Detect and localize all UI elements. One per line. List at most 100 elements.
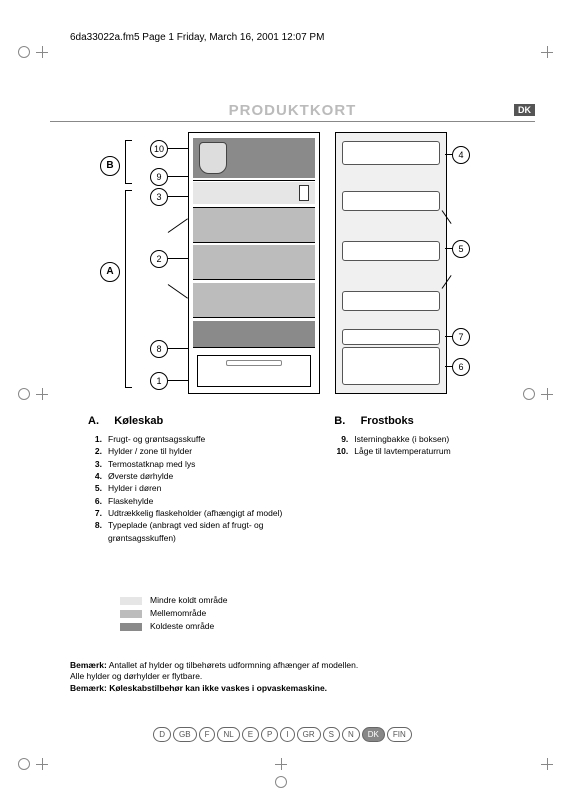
item-num: 4. <box>88 470 102 482</box>
note-line-3: Bemærk: Køleskabstilbehør kan ikke vaske… <box>70 683 510 694</box>
callout-5: 5 <box>452 240 470 258</box>
item-text: Isterningbakke (i boksen) <box>354 433 510 445</box>
item-num: 3. <box>88 458 102 470</box>
title-underline <box>50 121 535 122</box>
lang-btn-fin[interactable]: FIN <box>387 727 412 742</box>
section-a-letter: A. <box>88 415 99 427</box>
door-shelf-3 <box>342 241 440 261</box>
door-shelf-top <box>342 141 440 165</box>
lead-1 <box>168 380 188 381</box>
language-row: DGBFNLEPIGRSNDKFIN <box>0 727 565 742</box>
door-shelf-2 <box>342 191 440 211</box>
swatch-icon <box>120 623 142 631</box>
list-item: 8.Typeplade (anbragt ved siden af frugt-… <box>88 519 294 544</box>
lang-btn-gr[interactable]: GR <box>297 727 321 742</box>
bracket-a <box>125 190 126 388</box>
drawer-handle-icon <box>226 360 282 366</box>
region-b-label: B <box>100 156 120 176</box>
item-text: Hylder / zone til hylder <box>108 445 294 457</box>
lang-btn-s[interactable]: S <box>323 727 340 742</box>
temp-legend-row: Koldeste område <box>120 621 227 631</box>
item-text: Udtrækkelig flaskeholder (afhængigt af m… <box>108 507 294 519</box>
cropmark-mr <box>541 388 553 400</box>
list-item: 1.Frugt- og grøntsagsskuffe <box>88 433 294 445</box>
lang-btn-p[interactable]: P <box>261 727 278 742</box>
swatch-label: Mindre koldt område <box>150 595 227 605</box>
section-b-letter: B. <box>334 415 345 427</box>
list-item: 5.Hylder i døren <box>88 482 294 494</box>
item-num: 1. <box>88 433 102 445</box>
cropmark-tl <box>36 46 48 58</box>
cropmark-br <box>541 758 553 770</box>
section-a-head: A. Køleskab <box>88 415 294 427</box>
lang-btn-i[interactable]: I <box>280 727 294 742</box>
callout-4: 4 <box>452 146 470 164</box>
cropmark-bl-ring <box>18 758 30 770</box>
item-text: Låge til lavtemperaturrum <box>354 445 510 457</box>
lead-8 <box>168 348 188 349</box>
lead-9 <box>168 176 188 177</box>
fridge-body <box>188 132 320 394</box>
lang-btn-f[interactable]: F <box>199 727 216 742</box>
list-b: 9. Isterningbakke (i boksen)10.Låge til l… <box>334 433 510 458</box>
note-1-text: Antallet af hylder og tilbehørets udform… <box>107 660 358 670</box>
shelf-1 <box>193 207 315 243</box>
list-a: 1.Frugt- og grøntsagsskuffe2.Hylder / zo… <box>88 433 294 544</box>
swatch-label: Mellemområde <box>150 608 206 618</box>
fridge-door <box>335 132 447 394</box>
cropmark-mr-ring <box>523 388 535 400</box>
note-line-1: Bemærk: Antallet af hylder og tilbehøret… <box>70 660 510 671</box>
item-num: 8. <box>88 519 102 544</box>
callout-9: 9 <box>150 168 168 186</box>
lead-7 <box>445 336 453 337</box>
cropmark-tr <box>541 46 553 58</box>
callout-6: 6 <box>452 358 470 376</box>
swatch-label: Koldeste område <box>150 621 214 631</box>
item-num: 6. <box>88 495 102 507</box>
lang-btn-nl[interactable]: NL <box>217 727 239 742</box>
lead-2b <box>168 258 188 259</box>
section-a-title: Køleskab <box>114 415 163 427</box>
item-text: Hylder i døren <box>108 482 294 494</box>
lead-4 <box>445 154 453 155</box>
item-num: 9. <box>334 433 348 445</box>
callout-10: 10 <box>150 140 168 158</box>
section-b-head: B. Frostboks <box>334 415 510 427</box>
lang-btn-e[interactable]: E <box>242 727 259 742</box>
lang-btn-gb[interactable]: GB <box>173 727 197 742</box>
lead-2c <box>168 284 188 299</box>
cropmark-bc-ring <box>275 776 287 788</box>
lead-3 <box>168 196 188 197</box>
item-text: Flaskehylde <box>108 495 294 507</box>
list-item: 10.Låge til lavtemperaturrum <box>334 445 510 457</box>
cropmark-bc <box>275 758 287 770</box>
callout-7: 7 <box>452 328 470 346</box>
lead-6 <box>445 366 453 367</box>
lang-btn-n[interactable]: N <box>342 727 360 742</box>
section-b: B. Frostboks 9. Isterningbakke (i boksen)… <box>334 415 510 544</box>
thermostat-zone <box>193 182 315 204</box>
cropmark-bl <box>36 758 48 770</box>
lang-btn-dk[interactable]: DK <box>362 727 385 742</box>
swatch-icon <box>120 597 142 605</box>
item-num: 7. <box>88 507 102 519</box>
notes-block: Bemærk: Antallet af hylder og tilbehøret… <box>70 660 510 694</box>
page-header: 6da33022a.fm5 Page 1 Friday, March 16, 2… <box>70 32 324 43</box>
temp-legend-row: Mindre koldt område <box>120 595 227 605</box>
section-a: A. Køleskab 1.Frugt- og grøntsagsskuffe2… <box>88 415 294 544</box>
title-bar: PRODUKTKORT DK <box>50 102 535 122</box>
list-item: 4. Øverste dørhylde <box>88 470 294 482</box>
shelf-3 <box>193 283 315 318</box>
language-flag: DK <box>514 104 535 116</box>
note-3-text: Køleskabstilbehør kan ikke vaskes i opva… <box>109 683 327 693</box>
door-shelf-bottle <box>342 347 440 385</box>
lang-btn-d[interactable]: D <box>153 727 171 742</box>
divider-1 <box>193 180 315 181</box>
item-text: Øverste dørhylde <box>108 470 294 482</box>
list-item: 9. Isterningbakke (i boksen) <box>334 433 510 445</box>
callout-3: 3 <box>150 188 168 206</box>
shelf-2 <box>193 245 315 280</box>
lead-2a <box>168 218 188 233</box>
note-1-bold: Bemærk: <box>70 660 107 670</box>
item-text: Typeplade (anbragt ved siden af frugt- o… <box>108 519 294 544</box>
